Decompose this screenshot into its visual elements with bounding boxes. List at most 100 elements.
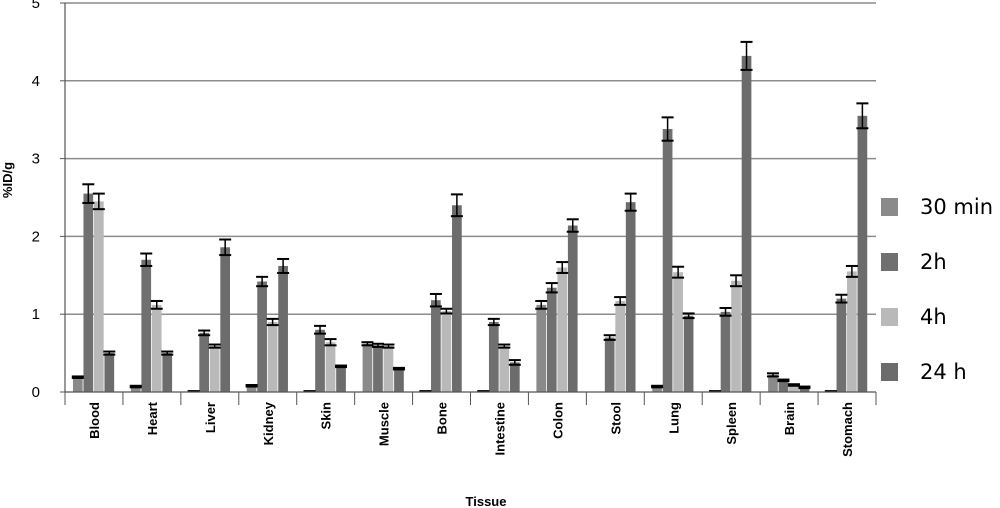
bar	[741, 55, 752, 393]
y-axis-ticks: 0 1 2 3 4 5	[32, 0, 65, 401]
x-tick-label: Stool	[608, 402, 623, 435]
bar	[151, 304, 162, 392]
error-bar	[429, 292, 442, 308]
error-bar	[103, 350, 116, 356]
bar	[615, 300, 626, 392]
bar	[546, 287, 557, 392]
bar	[441, 311, 452, 392]
error-bar	[82, 183, 95, 204]
error-bar	[845, 264, 858, 278]
bar	[130, 386, 141, 392]
error-bar	[651, 384, 664, 389]
legend-label: 4h	[920, 305, 947, 329]
bar	[847, 271, 857, 392]
bar	[373, 345, 383, 392]
bar	[720, 311, 731, 392]
error-bar	[71, 375, 84, 379]
error-bar	[730, 274, 743, 288]
bar	[652, 386, 662, 392]
y-tick-label: 0	[32, 384, 40, 401]
error-bar	[508, 359, 521, 366]
bar	[768, 374, 778, 392]
bar	[394, 368, 404, 392]
x-axis-ticks: Blood Heart Liver Kidney Skin Muscle Bone Intes…	[64, 392, 877, 457]
bar	[557, 267, 568, 392]
error-bar	[256, 275, 269, 288]
error-bar	[150, 299, 163, 310]
x-tick-label: Colon	[550, 402, 565, 439]
bar	[220, 247, 231, 392]
bar	[431, 300, 441, 392]
error-bar	[140, 252, 153, 267]
error-bar	[371, 342, 384, 348]
error-bar	[535, 299, 548, 310]
bar	[509, 362, 520, 392]
error-bar	[798, 385, 811, 390]
error-bar	[682, 312, 695, 320]
y-tick-label: 3	[32, 151, 40, 168]
bar	[857, 115, 868, 392]
bar	[162, 353, 173, 392]
error-bar	[92, 192, 105, 211]
error-bar	[245, 383, 258, 388]
legend-swatch	[881, 308, 898, 326]
error-bar	[208, 343, 221, 349]
bar	[315, 329, 325, 392]
y-axis-title: %ID/g	[0, 162, 15, 198]
legend-label: 24 h	[920, 360, 967, 384]
error-bar	[672, 265, 685, 279]
legend-label: 30 min	[920, 195, 993, 219]
bar	[257, 281, 267, 392]
error-bar	[219, 238, 232, 257]
error-bar	[777, 378, 790, 383]
x-tick-label: Blood	[87, 402, 102, 439]
error-bar	[719, 306, 732, 317]
bars	[72, 55, 868, 393]
x-tick-label: Bone	[435, 402, 450, 435]
bar	[789, 384, 799, 392]
error-bar	[314, 324, 327, 335]
bar	[209, 346, 220, 392]
x-tick-label: Lung	[666, 402, 681, 434]
error-bar	[382, 343, 395, 349]
bar	[72, 377, 83, 392]
bar	[778, 380, 789, 392]
axes	[64, 3, 876, 393]
bar	[731, 280, 741, 392]
bar	[567, 225, 578, 392]
legend-label: 2h	[920, 250, 947, 274]
x-tick-label: Muscle	[377, 402, 392, 446]
error-bar	[856, 102, 869, 130]
error-bar	[498, 343, 511, 349]
x-tick-label: Stomach	[840, 402, 855, 457]
legend-item: 4h	[881, 305, 947, 329]
error-bar	[740, 40, 753, 71]
bar	[267, 321, 278, 392]
error-bar	[556, 261, 569, 274]
x-tick-label: Liver	[203, 402, 218, 433]
x-tick-label: Skin	[319, 402, 334, 430]
bar	[625, 202, 636, 392]
error-bar	[766, 372, 779, 378]
error-bar	[566, 218, 579, 233]
error-bars	[71, 40, 869, 393]
legend-swatch	[881, 198, 898, 216]
y-tick-label: 1	[32, 306, 40, 323]
legend-swatch	[881, 253, 898, 271]
bar	[452, 205, 462, 392]
error-bar	[450, 193, 463, 218]
bar	[536, 304, 547, 392]
bar	[799, 387, 810, 392]
bar	[499, 346, 510, 392]
legend-item: 2h	[881, 250, 947, 274]
bar	[246, 385, 257, 392]
bar	[673, 272, 683, 392]
bar	[83, 193, 94, 392]
legend-item: 24 h	[881, 360, 967, 384]
legend: 30 min 2h 4h 24 h	[881, 195, 993, 384]
bar	[336, 366, 346, 392]
error-bar	[603, 334, 616, 341]
bar	[604, 337, 615, 392]
x-tick-label: Heart	[145, 401, 160, 435]
x-tick-label: Brain	[782, 402, 797, 435]
